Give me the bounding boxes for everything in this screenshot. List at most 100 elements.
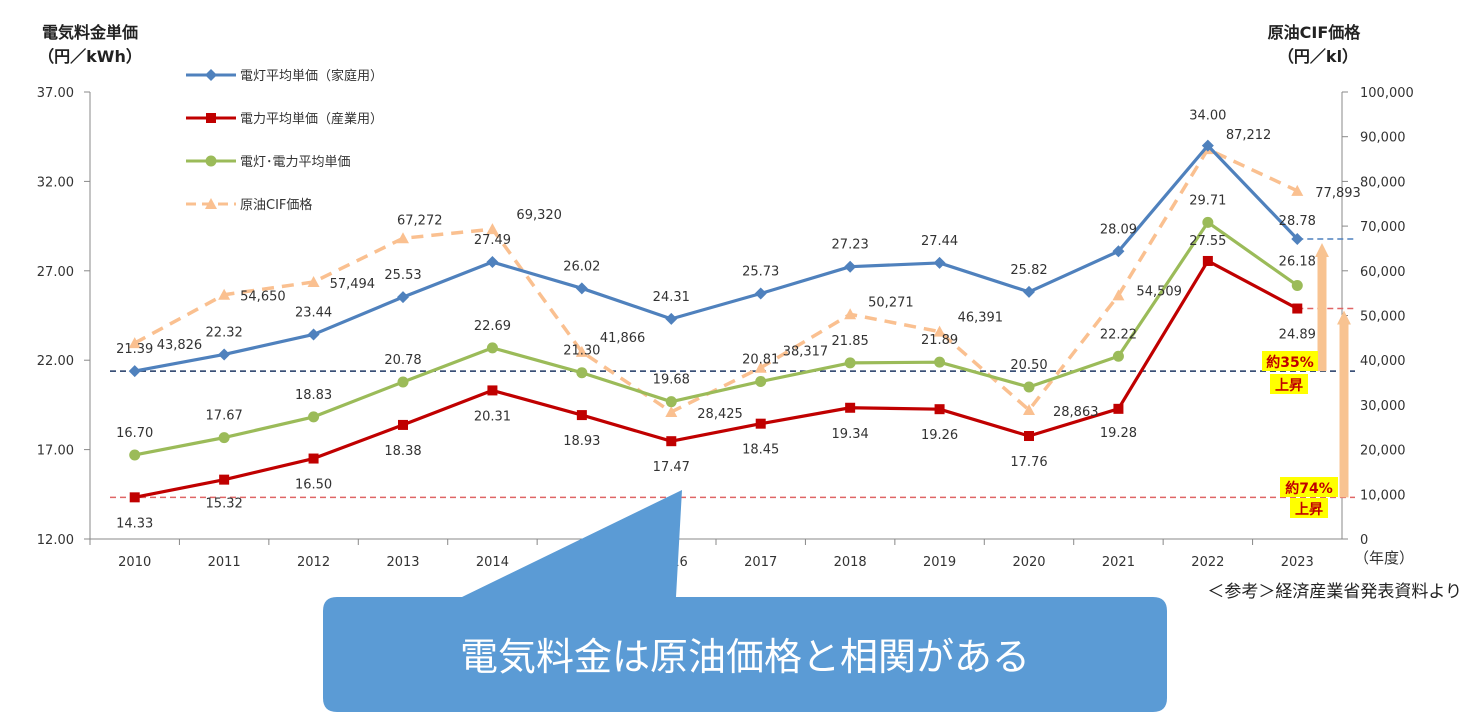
- data-label: 57,494: [330, 277, 376, 292]
- data-label: 16.70: [116, 426, 153, 441]
- x-tick-label: 2023: [1281, 555, 1314, 570]
- data-label: 26.18: [1279, 254, 1316, 269]
- left-tick-label: 37.00: [37, 86, 74, 101]
- x-tick-label: 2012: [297, 555, 330, 570]
- data-point: [665, 405, 678, 417]
- data-point: [844, 260, 857, 273]
- callout-bubble: [323, 490, 1167, 712]
- data-point: [934, 356, 946, 368]
- data-label: 28,863: [1053, 405, 1099, 420]
- right-tick-label: 60,000: [1360, 265, 1406, 280]
- left-tick-label: 22.00: [37, 354, 74, 369]
- legend-label: 原油CIF価格: [240, 197, 312, 213]
- data-label: 21.89: [921, 333, 958, 348]
- source-note: ＜参考＞経済産業省発表資料より: [1207, 582, 1462, 602]
- right-tick-label: 10,000: [1360, 488, 1406, 503]
- data-point: [845, 402, 856, 413]
- annotation-35: 約35% 上昇: [1262, 242, 1329, 394]
- data-label: 18.93: [563, 434, 600, 449]
- right-tick-label: 70,000: [1360, 220, 1406, 235]
- reference-lines: [110, 238, 1355, 499]
- data-label: 17.67: [206, 409, 243, 424]
- data-label: 67,272: [397, 213, 443, 228]
- data-label: 19.34: [832, 427, 869, 442]
- left-tick-label: 12.00: [37, 533, 74, 548]
- data-label: 18.45: [742, 443, 779, 458]
- data-point: [934, 404, 945, 415]
- series-2: [129, 255, 1303, 503]
- series-line: [134, 259, 1299, 499]
- data-label: 20.81: [742, 352, 779, 367]
- data-label: 21.39: [116, 342, 153, 357]
- data-point: [1112, 289, 1125, 301]
- data-point: [487, 385, 498, 396]
- data-label: 18.38: [384, 444, 421, 459]
- legend-item-3: 電灯･電力平均単価: [186, 154, 351, 170]
- data-point: [575, 282, 588, 295]
- data-label: 23.44: [295, 305, 332, 320]
- data-point: [844, 357, 856, 369]
- data-point: [1024, 431, 1034, 442]
- x-tick-label: 2022: [1191, 555, 1224, 570]
- data-point: [1291, 184, 1304, 196]
- data-point: [308, 453, 319, 464]
- data-point: [1113, 403, 1124, 414]
- x-tick-label: 2013: [386, 555, 419, 570]
- annotation-highlight: [1270, 374, 1308, 394]
- data-point: [307, 276, 320, 288]
- data-label: 14.33: [116, 516, 153, 531]
- callout-text: 電気料金は原油価格と相関がある: [460, 635, 1030, 679]
- x-tick-label: 2020: [1012, 555, 1045, 570]
- axes: 12.00 17.00 22.00 27.00 32.00 37.00 0 10,000 20,…: [37, 23, 1414, 570]
- data-point: [755, 375, 767, 387]
- data-point: [128, 337, 141, 349]
- annotation-highlight: [1290, 498, 1328, 518]
- x-tick-label: 2017: [744, 555, 777, 570]
- data-label: 28,425: [697, 407, 743, 422]
- data-label: 54,509: [1136, 284, 1182, 299]
- data-label: 19.28: [1100, 426, 1137, 441]
- data-point: [666, 436, 677, 447]
- data-point: [486, 223, 499, 235]
- data-point: [1112, 245, 1125, 258]
- annotation-highlight: [1280, 477, 1338, 497]
- data-point: [218, 432, 230, 444]
- annotation-74: 約74% 上昇: [1280, 310, 1351, 518]
- data-label: 87,212: [1226, 128, 1272, 143]
- legend-item-1: 電灯平均単価（家庭用）: [186, 68, 383, 84]
- increase-arrow: [1315, 242, 1329, 372]
- right-tick-label: 90,000: [1360, 131, 1406, 146]
- data-point: [1291, 279, 1303, 291]
- data-point: [129, 449, 141, 461]
- data-point: [1292, 303, 1303, 314]
- series-line: [133, 147, 1299, 414]
- data-label: 26.02: [563, 259, 600, 274]
- data-point: [307, 328, 320, 341]
- x-unit-label: （年度）: [1354, 549, 1414, 567]
- right-tick-label: 30,000: [1360, 399, 1406, 414]
- right-tick-label: 80,000: [1360, 175, 1406, 190]
- data-label: 41,866: [600, 331, 646, 346]
- data-point: [205, 155, 217, 167]
- data-label: 29.71: [1189, 193, 1226, 208]
- data-point: [1201, 139, 1214, 152]
- left-tick-label: 17.00: [37, 444, 74, 459]
- x-tick-label: 2011: [208, 555, 241, 570]
- data-label: 19.68: [653, 373, 690, 388]
- data-point: [398, 419, 408, 430]
- data-point: [1291, 232, 1304, 245]
- data-label: 25.53: [384, 268, 421, 283]
- data-point: [933, 325, 946, 337]
- data-point: [1112, 350, 1124, 362]
- data-point: [308, 411, 320, 423]
- legend-label: 電灯･電力平均単価: [240, 154, 351, 170]
- data-label: 24.89: [1279, 328, 1316, 343]
- data-point: [205, 198, 217, 209]
- data-point: [219, 474, 230, 485]
- x-tick-label: 2018: [834, 555, 867, 570]
- data-point: [397, 232, 409, 244]
- right-tick-label: 40,000: [1360, 354, 1406, 369]
- data-point: [844, 308, 857, 320]
